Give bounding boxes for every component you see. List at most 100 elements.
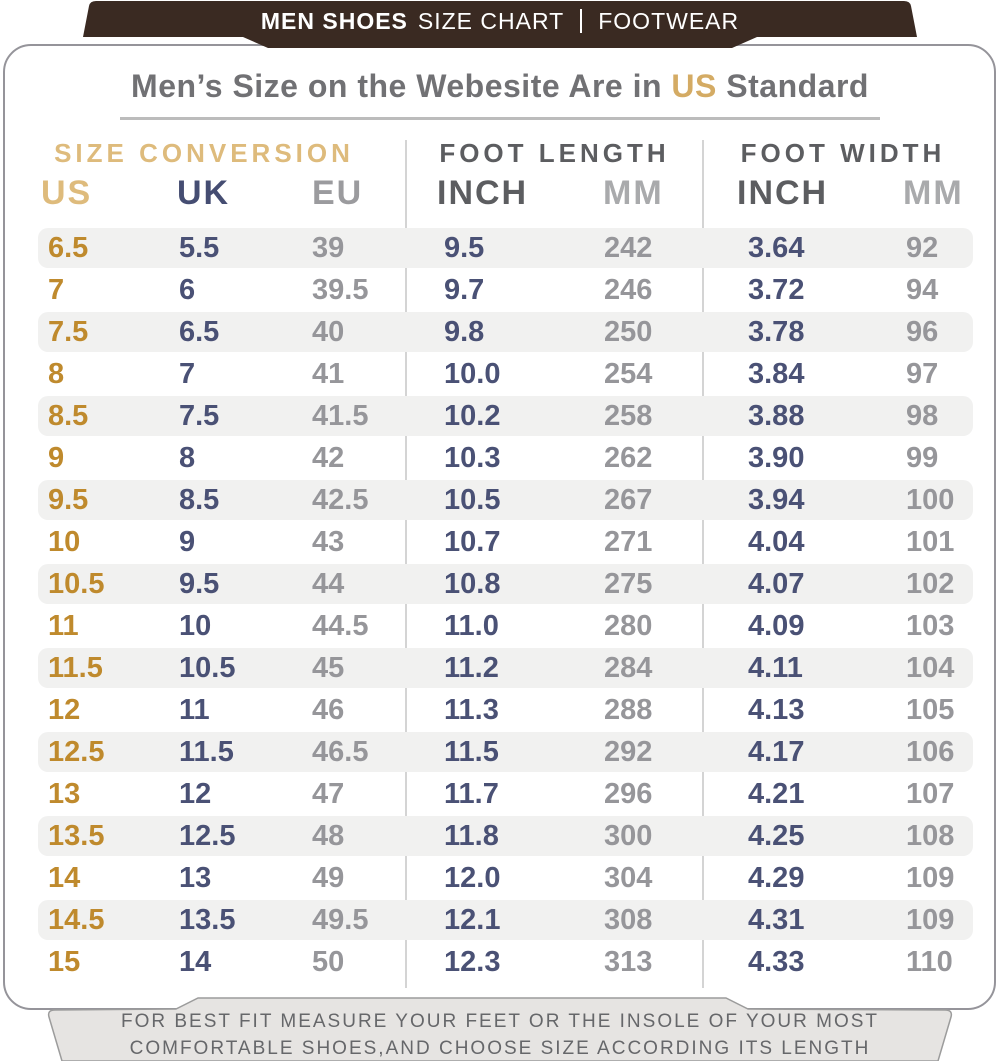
- cell-eu: 39.5: [312, 274, 369, 306]
- cell-mm-width: 104: [906, 652, 955, 684]
- cell-inch-width: 4.04: [748, 526, 805, 558]
- cell-mm-width: 94: [906, 274, 939, 306]
- section-size-conversion: SIZE CONVERSION: [54, 138, 354, 168]
- cell-mm-width: 97: [906, 358, 939, 390]
- cell-us: 7.5: [48, 316, 89, 348]
- cell-us: 11.5: [48, 652, 103, 684]
- cell-us: 13: [48, 778, 81, 810]
- cell-uk: 7.5: [179, 400, 220, 432]
- cell-eu: 41: [312, 358, 345, 390]
- table-row: 13.5 12.5 48 11.8 300 4.25 108: [34, 815, 978, 857]
- cell-uk: 13.5: [179, 904, 236, 936]
- cell-eu: 44.5: [312, 610, 369, 642]
- cell-eu: 39: [312, 232, 345, 264]
- cell-inch-width: 4.29: [748, 862, 805, 894]
- cell-inch-length: 12.1: [444, 904, 501, 936]
- cell-inch-length: 12.3: [444, 946, 501, 978]
- cell-inch-length: 10.2: [444, 400, 501, 432]
- table-row: 13 12 47 11.7 296 4.21 107: [34, 773, 978, 815]
- table-row: 9 8 42 10.3 262 3.90 99: [34, 437, 978, 479]
- table-row: 10.5 9.5 44 10.8 275 4.07 102: [34, 563, 978, 605]
- cell-eu: 40: [312, 316, 345, 348]
- cell-uk: 11: [179, 694, 210, 726]
- cell-mm-length: 296: [604, 778, 653, 810]
- cell-inch-width: 3.88: [748, 400, 805, 432]
- table-rows: 6.5 5.5 39 9.5 242 3.64 92 7 6 39.5 9.7 246 3.72 94 7.…: [34, 227, 978, 983]
- cell-eu: 45: [312, 652, 345, 684]
- table-row: 14.5 13.5 49.5 12.1 308 4.31 109: [34, 899, 978, 941]
- table-row: 8 7 41 10.0 254 3.84 97: [34, 353, 978, 395]
- cell-mm-width: 108: [906, 820, 955, 852]
- cell-inch-length: 12.0: [444, 862, 501, 894]
- cell-inch-length: 10.3: [444, 442, 501, 474]
- cell-inch-width: 4.13: [748, 694, 805, 726]
- cell-us: 9.5: [48, 484, 89, 516]
- cell-mm-width: 103: [906, 610, 955, 642]
- cell-mm-width: 110: [906, 946, 953, 978]
- cell-uk: 10: [179, 610, 212, 642]
- column-header-uk: UK: [177, 174, 231, 212]
- cell-inch-length: 11.5: [444, 736, 499, 768]
- cell-eu: 50: [312, 946, 345, 978]
- table-row: 11 10 44.5 11.0 280 4.09 103: [34, 605, 978, 647]
- cell-us: 7: [48, 274, 65, 306]
- page-title: Men’s Size on the Webesite Are in US Sta…: [0, 68, 1000, 105]
- cell-inch-width: 4.11: [748, 652, 803, 684]
- footer-note-line2: COMFORTABLE SHOES,AND CHOOSE SIZE ACCORD…: [129, 1038, 871, 1059]
- cell-mm-length: 267: [604, 484, 653, 516]
- cell-mm-width: 107: [906, 778, 955, 810]
- cell-eu: 42.5: [312, 484, 369, 516]
- banner-label: SIZE CHART: [417, 7, 565, 34]
- footer-note: FOR BEST FIT MEASURE YOUR FEET OR THE IN…: [0, 1008, 1000, 1061]
- table-row: 7.5 6.5 40 9.8 250 3.78 96: [34, 311, 978, 353]
- cell-uk: 12.5: [179, 820, 236, 852]
- cell-us: 15: [48, 946, 81, 978]
- cell-mm-width: 105: [906, 694, 955, 726]
- cell-mm-length: 242: [604, 232, 653, 264]
- cell-inch-width: 4.31: [748, 904, 805, 936]
- cell-inch-width: 4.25: [748, 820, 805, 852]
- cell-us: 8.5: [48, 400, 89, 432]
- cell-inch-length: 11.2: [444, 652, 499, 684]
- banner-right-label: FOOTWEAR: [598, 7, 740, 34]
- cell-us: 13.5: [48, 820, 105, 852]
- cell-inch-length: 9.8: [444, 316, 485, 348]
- cell-inch-length: 9.5: [444, 232, 485, 264]
- cell-inch-width: 3.72: [748, 274, 805, 306]
- table-row: 8.5 7.5 41.5 10.2 258 3.88 98: [34, 395, 978, 437]
- column-header-inch-length: INCH: [437, 174, 529, 212]
- cell-uk: 14: [179, 946, 212, 978]
- cell-mm-width: 106: [906, 736, 955, 768]
- cell-uk: 13: [179, 862, 212, 894]
- section-foot-width: FOOT WIDTH: [740, 138, 946, 168]
- table-row: 10 9 43 10.7 271 4.04 101: [34, 521, 978, 563]
- cell-mm-width: 100: [906, 484, 955, 516]
- banner-brand: MEN SHOES: [260, 7, 408, 34]
- cell-us: 12.5: [48, 736, 105, 768]
- cell-eu: 48: [312, 820, 345, 852]
- cell-inch-width: 3.94: [748, 484, 805, 516]
- banner-shape: [83, 1, 917, 48]
- cell-uk: 5.5: [179, 232, 220, 264]
- cell-uk: 8: [179, 442, 196, 474]
- cell-mm-width: 101: [906, 526, 955, 558]
- column-header-inch-width: INCH: [737, 174, 829, 212]
- cell-inch-length: 10.0: [444, 358, 501, 390]
- table-row: 9.5 8.5 42.5 10.5 267 3.94 100: [34, 479, 978, 521]
- cell-inch-length: 11.7: [444, 778, 499, 810]
- cell-mm-length: 271: [604, 526, 653, 558]
- cell-inch-length: 11.8: [444, 820, 499, 852]
- table-row: 15 14 50 12.3 313 4.33 110: [34, 941, 978, 983]
- cell-mm-length: 246: [604, 274, 653, 306]
- cell-mm-length: 304: [604, 862, 653, 894]
- cell-mm-length: 250: [604, 316, 653, 348]
- cell-mm-length: 284: [604, 652, 653, 684]
- cell-eu: 49: [312, 862, 345, 894]
- cell-inch-width: 4.17: [748, 736, 805, 768]
- cell-inch-width: 3.84: [748, 358, 805, 390]
- cell-us: 10: [48, 526, 81, 558]
- cell-inch-length: 10.8: [444, 568, 501, 600]
- cell-inch-length: 10.5: [444, 484, 501, 516]
- cell-us: 14: [48, 862, 81, 894]
- cell-eu: 46: [312, 694, 345, 726]
